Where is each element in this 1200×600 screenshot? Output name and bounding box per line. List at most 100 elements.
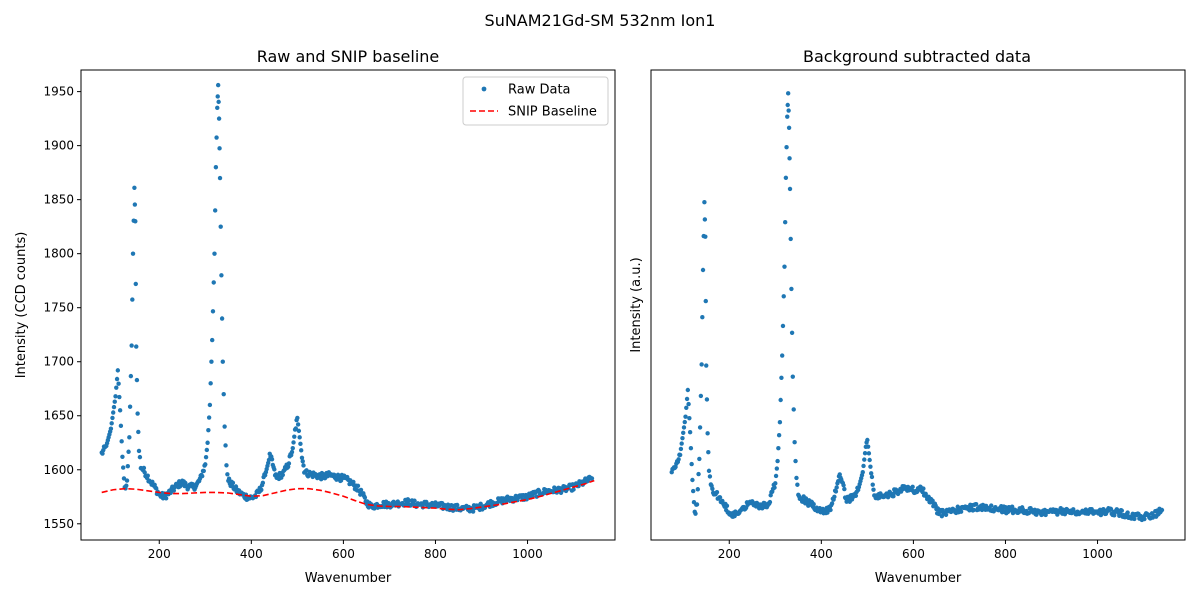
data-point [135, 411, 140, 416]
data-point [698, 393, 704, 399]
data-point [782, 220, 788, 225]
data-point [794, 475, 799, 481]
data-point [289, 449, 295, 455]
data-point [125, 463, 130, 469]
data-point [280, 472, 285, 478]
data-point [1132, 516, 1137, 522]
data-point [862, 450, 868, 456]
data-point [133, 281, 138, 287]
data-point [691, 488, 696, 494]
x-axis-ticks-raw: 200 400 600 800 1000 [148, 540, 543, 561]
data-point [136, 429, 141, 435]
data-point [865, 437, 870, 443]
data-point [699, 362, 704, 367]
data-point [1009, 504, 1015, 509]
data-point [684, 405, 689, 410]
data-point [785, 114, 790, 119]
data-point [226, 476, 232, 481]
x-tick-label: 400 [240, 547, 263, 561]
data-point [300, 459, 305, 464]
data-point [211, 280, 216, 285]
data-point [680, 435, 685, 441]
data-point [222, 424, 227, 429]
data-point [213, 165, 219, 170]
data-point [867, 457, 872, 463]
data-point [861, 463, 866, 469]
data-point [117, 408, 123, 413]
data-point [686, 401, 691, 407]
data-point [776, 445, 781, 451]
data-point [688, 445, 694, 451]
data-point [842, 486, 847, 492]
data-point [1142, 516, 1147, 522]
data-point [137, 454, 143, 460]
data-point [788, 236, 793, 242]
series-line-snip-baseline [101, 479, 595, 511]
data-point [682, 419, 687, 425]
x-tick-label: 800 [994, 547, 1017, 561]
data-point [201, 468, 206, 474]
data-point [860, 470, 865, 475]
data-point [445, 502, 451, 507]
data-point [219, 316, 225, 321]
data-point [776, 432, 782, 438]
data-point [707, 474, 713, 479]
data-point [110, 415, 115, 421]
data-point [114, 385, 119, 390]
data-point [215, 94, 220, 99]
data-point [853, 493, 859, 498]
data-point [841, 483, 846, 488]
y-tick-label: 1950 [43, 85, 74, 99]
data-point [412, 498, 417, 503]
x-tick-label: 1000 [1082, 547, 1113, 561]
data-point [697, 425, 703, 430]
data-point [230, 480, 236, 486]
data-point [272, 467, 277, 472]
y-tick-label: 1750 [43, 301, 74, 315]
legend: Raw Data SNIP Baseline [462, 76, 609, 126]
data-point [116, 381, 121, 386]
data-point [1159, 507, 1165, 513]
data-point [212, 208, 218, 213]
data-point [215, 82, 221, 88]
data-point [130, 251, 136, 256]
data-point [791, 407, 796, 412]
chart-title-subtracted: Background subtracted data [803, 47, 1031, 66]
data-point [136, 448, 142, 454]
data-point [286, 461, 292, 466]
data-point [120, 454, 125, 459]
data-point [118, 423, 124, 429]
data-point [100, 451, 105, 456]
data-point [871, 487, 876, 492]
data-point [1125, 510, 1130, 515]
data-point [989, 503, 994, 508]
data-point [724, 503, 730, 509]
data-point [355, 483, 361, 489]
data-point [297, 435, 302, 440]
data-point [129, 343, 134, 348]
data-point [210, 309, 216, 314]
data-point [676, 457, 681, 462]
data-point [710, 486, 715, 491]
chart-panel-raw: Raw and SNIP baseline 200 400 600 800 1000 1… [14, 47, 616, 586]
data-point [121, 476, 127, 481]
data-point [780, 323, 786, 329]
data-point [717, 495, 723, 500]
x-axis-ticks-subtracted: 200 400 600 800 1000 [718, 540, 1113, 561]
data-point [223, 443, 228, 448]
data-point [215, 105, 220, 111]
data-point [979, 507, 985, 513]
data-point [774, 466, 780, 471]
data-point [128, 373, 134, 379]
data-point [677, 452, 683, 458]
data-point [785, 91, 791, 96]
data-point [834, 485, 839, 490]
data-point [697, 456, 702, 462]
data-point [299, 448, 304, 453]
data-point [930, 498, 935, 503]
data-point [793, 458, 798, 464]
data-point [141, 465, 147, 471]
data-point [869, 471, 874, 476]
data-point [777, 420, 783, 425]
x-tick-label: 1000 [512, 547, 543, 561]
